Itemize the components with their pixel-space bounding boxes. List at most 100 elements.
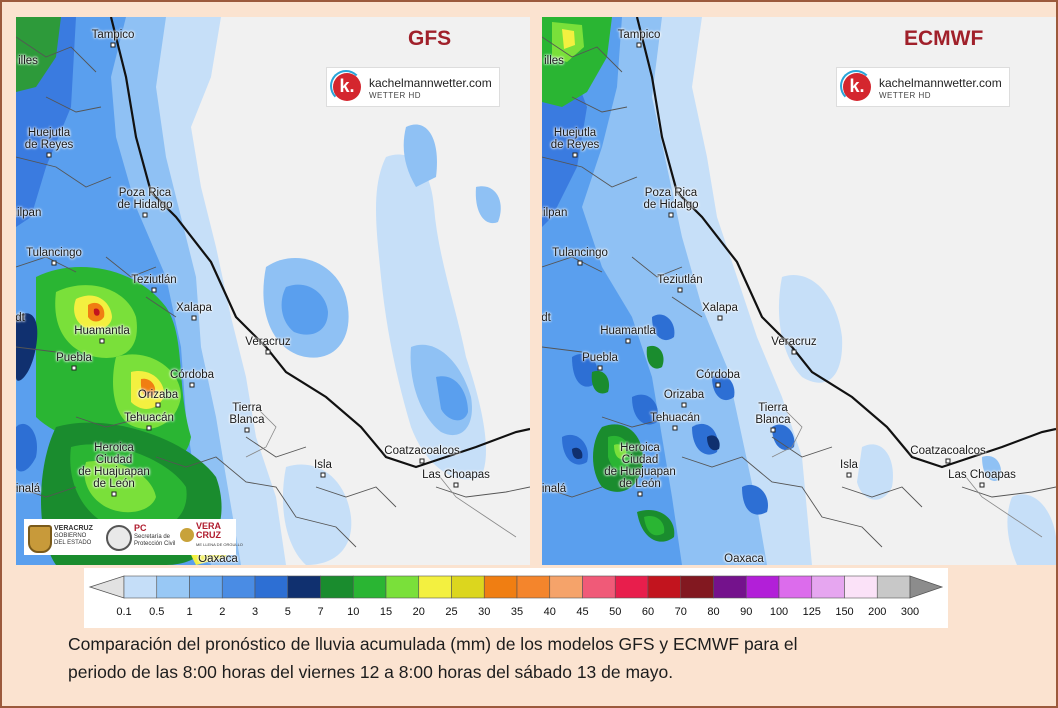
- pc-logo-line2: Secretaría de: [134, 534, 171, 540]
- city-marker-icon: [717, 315, 723, 321]
- legend-tick-label: 10: [347, 606, 360, 618]
- city-label: illes: [18, 55, 38, 67]
- city-label: Las Choapas: [948, 469, 1016, 481]
- city-label: Puebla: [56, 352, 92, 364]
- city-label: Poza Rica de Hidalgo: [643, 187, 699, 211]
- city-marker-icon: [110, 42, 116, 48]
- legend-tick-label: 20: [412, 606, 425, 618]
- city-label: inalá: [16, 483, 41, 495]
- legend-color-bin: [713, 575, 747, 599]
- kachelmann-logo-icon: k.: [840, 70, 872, 102]
- government-logos: VERACRUZ GOBIERNO DEL ESTADO PC Secretar…: [24, 519, 243, 555]
- legend-tick-label: 35: [510, 606, 524, 618]
- ecmwf-precip-map: [542, 17, 1056, 565]
- city-label: Isla: [840, 459, 858, 471]
- city-marker-icon: [572, 152, 578, 158]
- city-label: Huamantla: [74, 325, 130, 337]
- city-marker-icon: [71, 365, 77, 371]
- legend-tick-label: 40: [543, 606, 556, 618]
- legend-color-bin: [451, 575, 485, 599]
- legend-start-arrow: [88, 575, 125, 599]
- legend-tick-label: 125: [802, 606, 821, 618]
- watermark-sub: WETTER HD: [369, 91, 422, 100]
- city-label: Coatzacoalcos: [384, 445, 460, 457]
- ecmwf-map-panel: ECMWF k. kachelmannwetter.com WETTER HD …: [542, 17, 1056, 565]
- city-label: inalá: [542, 483, 567, 495]
- city-label: Tehuacán: [650, 412, 700, 424]
- city-label: uilpan: [542, 207, 568, 219]
- veracruz-shield-icon: [28, 525, 52, 553]
- legend-tick-label: 0.5: [149, 606, 165, 618]
- city-label: Coatzacoalcos: [910, 445, 986, 457]
- city-marker-icon: [155, 402, 161, 408]
- city-label: uilpan: [16, 207, 42, 219]
- city-label: Tulancingo: [552, 247, 608, 259]
- city-label: Teziutlán: [657, 274, 703, 286]
- legend-color-bin: [647, 575, 682, 599]
- figure-caption: Comparación del pronóstico de lluvia acu…: [68, 630, 1028, 686]
- vera-logo-line3: ME LLENA DE ORGULLO: [196, 542, 243, 547]
- legend-color-bin: [189, 575, 223, 599]
- legend-color-bin: [614, 575, 649, 599]
- city-label: Tehuacán: [124, 412, 174, 424]
- city-marker-icon: [146, 425, 152, 431]
- city-label: Oaxaca: [724, 553, 764, 565]
- city-marker-icon: [189, 382, 195, 388]
- city-label: Huamantla: [600, 325, 656, 337]
- legend-tick-label: 5: [284, 606, 291, 618]
- city-label: Heroica Ciudad de Huajuapan de León: [604, 442, 676, 490]
- legend-color-bin: [352, 575, 387, 599]
- city-marker-icon: [672, 425, 678, 431]
- city-marker-icon: [979, 482, 985, 488]
- legend-tick-label: 50: [609, 606, 622, 618]
- legend-color-bin: [844, 575, 878, 599]
- city-marker-icon: [142, 212, 148, 218]
- city-marker-icon: [681, 402, 687, 408]
- model-title-ecmwf: ECMWF: [904, 27, 984, 50]
- caption-line-2: periodo de las 8:00 horas del viernes 12…: [68, 662, 674, 682]
- city-label: Orizaba: [663, 389, 705, 401]
- city-label: Isla: [314, 459, 332, 471]
- legend-color-bin: [680, 575, 714, 599]
- precip-legend: 0.1 0.5 1 2 3 5 7 10 15 20 25 30 35 40 45 50 60 70 80 90 100…: [84, 568, 948, 628]
- proteccion-civil-logo: PC Secretaría de Protección Civil: [104, 522, 175, 552]
- legend-tick-label: 2: [219, 606, 226, 618]
- city-label: dt: [542, 312, 551, 324]
- legend-color-bin: [582, 575, 616, 599]
- city-marker-icon: [668, 212, 674, 218]
- veracruz-gobierno-logo: VERACRUZ GOBIERNO DEL ESTADO: [26, 522, 96, 553]
- model-title-gfs: GFS: [408, 27, 452, 50]
- city-label: Poza Rica de Hidalgo: [117, 187, 173, 211]
- city-marker-icon: [46, 152, 52, 158]
- city-marker-icon: [791, 349, 797, 355]
- legend-tick-label: 100: [769, 606, 789, 618]
- legend-tick-label: 300: [900, 606, 920, 618]
- city-label: Tampico: [617, 29, 661, 41]
- city-label: Xalapa: [176, 302, 212, 314]
- legend-tick-label: 70: [674, 606, 687, 618]
- veracruz-logo-line2: GOBIERNO: [54, 533, 87, 539]
- legend-tick-label: 45: [576, 606, 589, 618]
- city-marker-icon: [99, 338, 105, 344]
- city-marker-icon: [577, 260, 583, 266]
- legend-color-bin: [418, 575, 452, 599]
- legend-color-bin: [811, 575, 845, 599]
- city-marker-icon: [265, 349, 271, 355]
- city-marker-icon: [191, 315, 197, 321]
- city-label: Tulancingo: [26, 247, 82, 259]
- city-marker-icon: [111, 491, 117, 497]
- city-label: Córdoba: [169, 369, 215, 381]
- legend-tick-label: 150: [835, 606, 854, 618]
- legend-tick-label: 90: [740, 606, 753, 618]
- legend-tick-label: 25: [445, 606, 458, 618]
- vera-star-icon: [180, 528, 194, 542]
- caption-line-1: Comparación del pronóstico de lluvia acu…: [68, 634, 798, 654]
- kachelmann-logo-icon: k.: [330, 70, 362, 102]
- legend-end-arrow: [909, 575, 944, 599]
- watermark-ecmwf: k. kachelmannwetter.com WETTER HD: [836, 67, 1010, 107]
- city-marker-icon: [715, 382, 721, 388]
- city-marker-icon: [51, 260, 57, 266]
- city-marker-icon: [151, 287, 157, 293]
- legend-tick-label: 30: [478, 606, 491, 618]
